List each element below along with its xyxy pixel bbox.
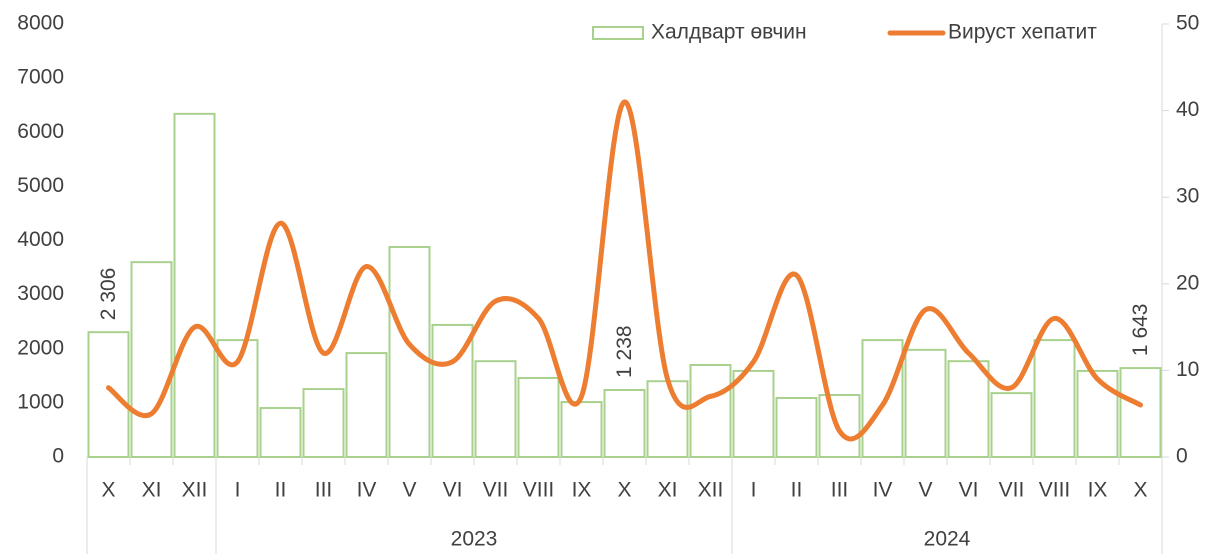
x-tick-label: I	[235, 479, 241, 502]
bar	[302, 388, 345, 458]
line	[106, 99, 1143, 442]
x-tick-label: IV	[873, 479, 893, 502]
legend-label: Вируст хепатит	[948, 21, 1097, 44]
x-tick-label: IX	[572, 479, 592, 502]
group-label: 2023	[451, 528, 498, 551]
x-tick-label: VIII	[1039, 479, 1071, 502]
x-tick-label: II	[275, 479, 287, 502]
x-tick-label: IV	[357, 479, 377, 502]
y2-tick-label: 50	[1176, 12, 1199, 35]
bar	[1076, 369, 1119, 458]
x-tick-label: XII	[182, 479, 208, 502]
y-tick-label: 8000	[17, 12, 64, 35]
bar	[861, 339, 904, 458]
y-tick-label: 1000	[17, 390, 64, 413]
bar	[775, 397, 818, 459]
bar	[345, 352, 388, 458]
x-tick-label: XI	[658, 479, 678, 502]
y-tick-label: 7000	[17, 66, 64, 89]
x-tick-label: IX	[1088, 479, 1108, 502]
x-tick-label: VI	[959, 479, 979, 502]
x-tick-label: III	[831, 479, 849, 502]
y2-tick-label: 20	[1176, 271, 1199, 294]
y2-tick-label: 0	[1176, 445, 1188, 468]
bar	[1033, 339, 1076, 458]
bar	[732, 369, 775, 458]
bar	[990, 392, 1033, 459]
bar	[259, 407, 302, 458]
x-tick-label: XII	[698, 479, 724, 502]
x-tick-label: X	[617, 479, 631, 502]
x-tick-label: X	[1133, 479, 1147, 502]
bar	[517, 376, 560, 459]
bar	[947, 360, 990, 459]
data-label: 1 643	[1129, 304, 1152, 357]
bar	[560, 401, 603, 458]
x-tick-label: III	[315, 479, 333, 502]
y-tick-label: 3000	[17, 282, 64, 305]
y2-tick-label: 30	[1176, 185, 1199, 208]
bar	[388, 245, 431, 458]
x-tick-label: II	[791, 479, 803, 502]
group-label: 2024	[924, 528, 971, 551]
bar	[474, 360, 517, 459]
bar	[904, 348, 947, 458]
y-tick-label: 5000	[17, 174, 64, 197]
y2-tick-label: 40	[1176, 98, 1199, 121]
x-tick-label: VIII	[523, 479, 555, 502]
x-tick-label: VI	[443, 479, 463, 502]
x-tick-label: XI	[142, 479, 162, 502]
bar	[603, 388, 646, 459]
bar	[689, 363, 732, 458]
data-label: 2 306	[97, 268, 120, 321]
x-tick-label: V	[918, 479, 932, 502]
y-tick-label: 2000	[17, 336, 64, 359]
y2-tick-label: 10	[1176, 358, 1199, 381]
bar	[87, 331, 130, 458]
x-tick-label: X	[101, 479, 115, 502]
x-tick-label: I	[751, 479, 757, 502]
bar	[173, 112, 216, 458]
legend-swatch	[592, 26, 644, 40]
x-tick-label: V	[402, 479, 416, 502]
legend-label: Халдварт өвчин	[651, 21, 807, 44]
x-tick-label: VII	[999, 479, 1025, 502]
bar	[646, 380, 689, 459]
x-tick-label: VII	[483, 479, 509, 502]
y-tick-label: 6000	[17, 120, 64, 143]
bar	[1119, 367, 1162, 459]
y-tick-label: 0	[52, 445, 64, 468]
bar	[130, 261, 173, 458]
data-label: 1 238	[613, 325, 636, 378]
y-tick-label: 4000	[17, 228, 64, 251]
